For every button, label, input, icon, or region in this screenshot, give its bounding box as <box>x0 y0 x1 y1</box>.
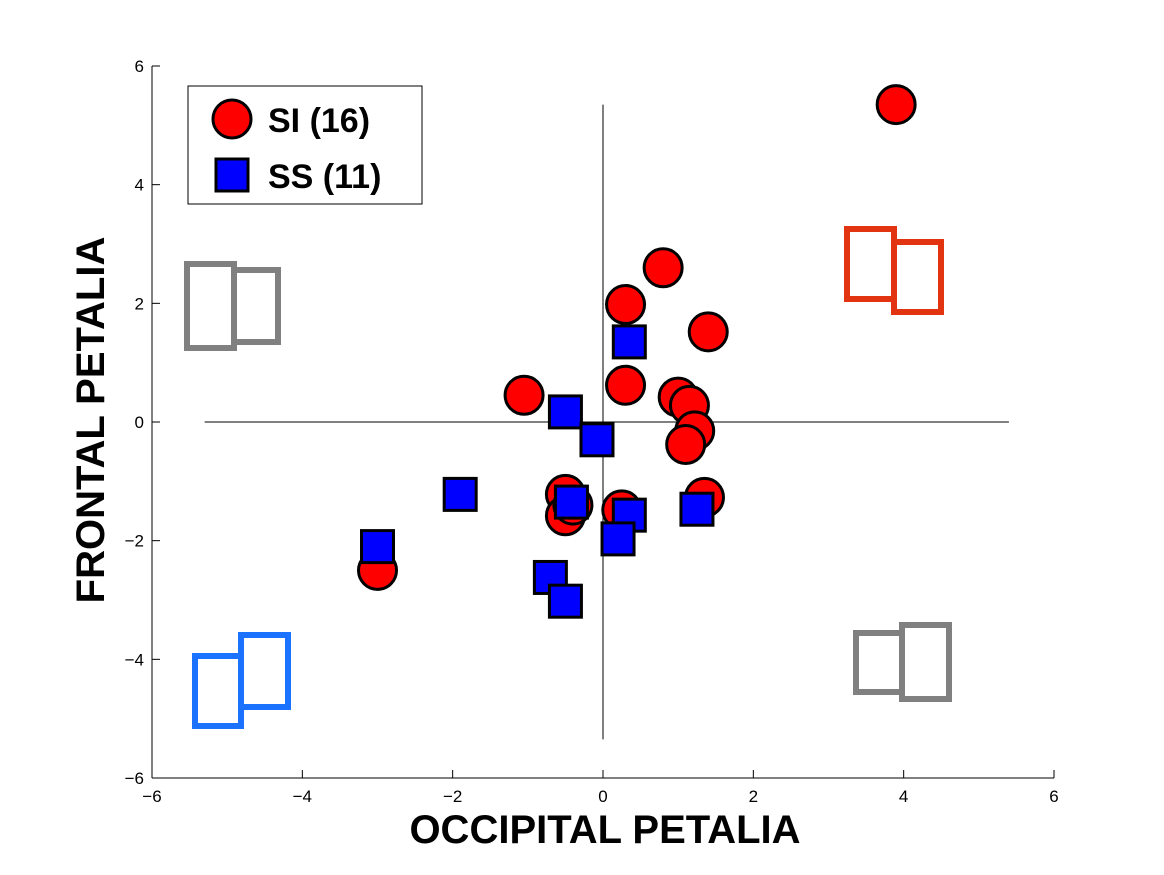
si-point <box>503 374 545 416</box>
legend-square-marker <box>214 157 250 193</box>
ss-point <box>360 529 395 565</box>
ss-point <box>553 484 589 520</box>
ss-point <box>600 521 636 557</box>
ss-point <box>547 394 583 430</box>
y-tick-label: 0 <box>135 413 144 432</box>
quadrant-icon-top-right <box>891 239 944 315</box>
y-tick-label: 2 <box>135 294 144 313</box>
quadrant-icon-bottom-right <box>899 622 952 702</box>
data-points <box>357 84 917 619</box>
quadrant-icon-bottom-left <box>238 632 291 710</box>
quadrant-icons <box>184 226 952 729</box>
si-point <box>665 424 707 466</box>
quadrant-icon-top-right <box>844 226 897 302</box>
x-tick-label: 0 <box>598 787 607 806</box>
ss-point <box>547 583 583 619</box>
x-tick-label: 6 <box>1049 787 1058 806</box>
ss-point <box>442 476 478 512</box>
y-tick-label: −6 <box>125 769 144 788</box>
quadrant-icon-bottom-right <box>853 630 905 695</box>
legend-label-si: SI (16) <box>268 102 370 140</box>
legend: SI (16) SS (11) <box>187 85 423 205</box>
x-tick-label: −2 <box>443 787 462 806</box>
tick-labels: −6 −4 −2 0 2 4 6 −6 −4 −2 0 2 4 6 <box>125 57 1059 806</box>
ss-point <box>679 491 715 527</box>
quadrant-icon-top-left <box>184 261 237 351</box>
y-tick-label: 4 <box>135 176 144 195</box>
quadrant-icon-bottom-left <box>192 653 244 729</box>
x-tick-label: 4 <box>899 787 908 806</box>
x-tick-label: −6 <box>142 787 161 806</box>
y-tick-label: 6 <box>135 57 144 76</box>
x-axis-title: OCCIPITAL PETALIA <box>409 808 800 852</box>
si-point <box>605 284 647 326</box>
si-point <box>605 364 647 406</box>
si-point <box>875 84 917 126</box>
ss-point <box>611 324 647 360</box>
y-axis-title: FRONTAL PETALIA <box>69 237 113 604</box>
x-tick-label: 2 <box>749 787 758 806</box>
y-tick-label: −2 <box>125 532 144 551</box>
si-point <box>642 247 684 289</box>
si-point <box>687 311 729 353</box>
y-tick-label: −4 <box>125 650 144 669</box>
legend-circle-marker <box>211 98 253 140</box>
ss-point <box>579 422 615 458</box>
legend-label-ss: SS (11) <box>268 158 381 196</box>
x-tick-label: −4 <box>293 787 312 806</box>
zero-crosshair <box>204 104 1009 740</box>
quadrant-icon-top-left <box>231 267 281 345</box>
